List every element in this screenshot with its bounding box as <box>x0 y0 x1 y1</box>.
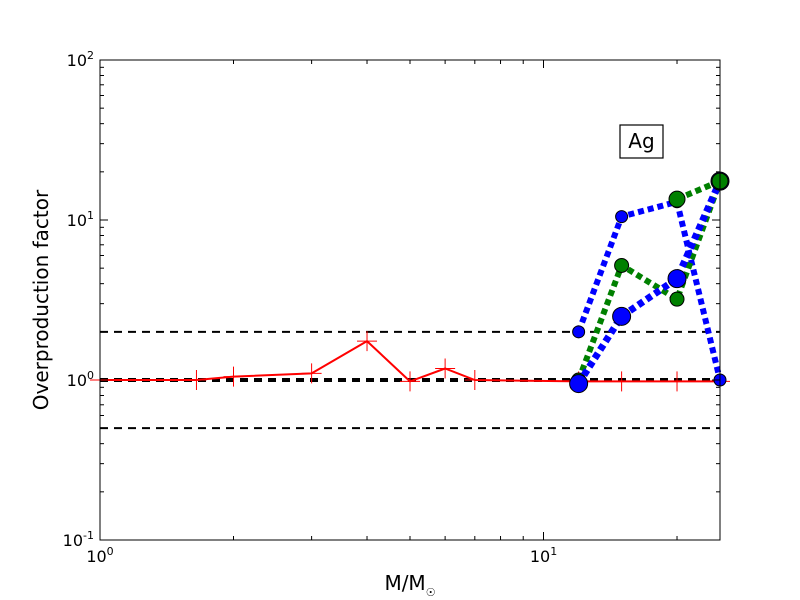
series-0-marker-9 <box>611 371 632 392</box>
series-0-marker-5 <box>400 371 420 392</box>
series-2-marker-1 <box>614 257 630 273</box>
series-2-marker-2 <box>669 291 685 307</box>
y-tick-label-1: 100 <box>67 369 94 390</box>
series-3-marker-0 <box>569 374 589 394</box>
series-1-marker-1 <box>615 210 629 224</box>
series-0-marker-2 <box>223 366 244 387</box>
series-0-marker-3 <box>301 363 322 384</box>
series-1-line <box>575 198 723 381</box>
series-4-line <box>675 178 722 202</box>
series-3 <box>569 171 730 394</box>
series-0-marker-6 <box>435 358 456 379</box>
x-tick-label-0: 100 <box>86 545 113 566</box>
series-2-line <box>575 180 723 382</box>
series-0-marker-4 <box>357 331 378 352</box>
y-tick-label-0: 10-1 <box>63 529 94 550</box>
series-1-marker-0 <box>572 325 586 339</box>
annotation-text: Ag <box>628 129 654 153</box>
series-3-line <box>575 179 724 386</box>
y-axis-label: Overproduction factor <box>29 189 53 410</box>
series-0-marker-7 <box>464 370 485 390</box>
x-tick-label-1: 101 <box>530 545 557 566</box>
y-tick-label-3: 102 <box>67 49 94 70</box>
x-axis-label: M/M☉ <box>384 571 435 599</box>
annotation-box: Ag <box>619 124 664 159</box>
series-3-marker-2 <box>667 269 687 289</box>
series-0-marker-1 <box>186 370 207 390</box>
y-tick-label-2: 101 <box>67 209 94 230</box>
x-axis-label-subscript: ☉ <box>426 586 436 599</box>
ticks-layer <box>99 59 720 541</box>
annotation-frame <box>619 124 664 159</box>
series-3-marker-1 <box>612 306 632 326</box>
series-4-marker-0 <box>668 190 686 208</box>
series-0-marker-10 <box>667 371 688 392</box>
series-layer <box>90 171 730 394</box>
